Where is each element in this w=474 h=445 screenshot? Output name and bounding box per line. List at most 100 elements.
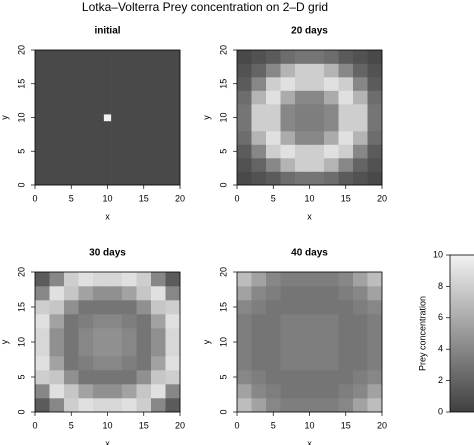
heat-cell — [165, 328, 181, 343]
heat-cell — [280, 171, 296, 186]
x-tick-label: 15 — [341, 193, 351, 203]
heat-cell — [151, 356, 166, 371]
heat-cell — [93, 286, 108, 301]
heat-cell — [64, 300, 79, 315]
heat-cell — [35, 328, 50, 343]
x-tick-label: 10 — [102, 420, 112, 430]
heat-cell — [251, 63, 267, 78]
heat-cell — [266, 117, 281, 132]
heat-cell — [295, 342, 310, 357]
heat-cell — [309, 63, 325, 78]
colorbar-tick-label: 2 — [438, 375, 443, 385]
heat-cell — [136, 272, 152, 287]
heat-cell — [295, 356, 310, 371]
heat-cell — [280, 356, 296, 371]
heat-cell — [251, 314, 267, 329]
heat-cell — [280, 300, 296, 315]
y-tick-label: 20 — [16, 45, 26, 55]
heat-cell — [107, 328, 123, 343]
heat-cell — [338, 398, 354, 413]
heat-cell — [324, 131, 339, 145]
heat-cell — [151, 370, 166, 385]
x-tick-label: 0 — [32, 193, 37, 203]
y-tick-label: 20 — [16, 267, 26, 277]
heat-cell — [266, 144, 281, 159]
y-axis-label: y — [0, 339, 9, 344]
heat-cell — [78, 384, 94, 399]
x-tick-label: 20 — [377, 193, 387, 203]
heat-cell — [136, 300, 152, 315]
heat-cell — [237, 77, 252, 91]
heat-cell — [122, 286, 137, 301]
x-axis-label: x — [307, 211, 312, 221]
heat-cell — [122, 300, 137, 315]
panel-title: 40 days — [291, 248, 328, 259]
heat-cell — [237, 300, 252, 315]
heat-cell — [353, 131, 368, 145]
heat-cell — [324, 342, 339, 357]
heat-cell — [64, 286, 79, 301]
page-title: Lotka–Volterra Prey concentration on 2–D… — [82, 0, 328, 14]
heat-cell — [49, 272, 65, 287]
heat-cell — [151, 342, 166, 357]
heat-cell — [93, 300, 108, 315]
heat-cell — [237, 117, 252, 132]
heat-cell — [309, 384, 325, 399]
x-tick-label: 20 — [377, 420, 387, 430]
heat-cell — [151, 384, 166, 399]
heat-cell — [78, 272, 94, 287]
heat-cell — [107, 384, 123, 399]
heat-cell — [324, 286, 339, 301]
heat-cell — [295, 63, 310, 78]
heat-cell — [136, 398, 152, 413]
heat-cell — [295, 77, 310, 91]
heat-cell — [280, 370, 296, 385]
heat-cell — [35, 120, 105, 186]
heat-cell — [93, 328, 108, 343]
heat-cell — [367, 117, 383, 132]
heat-cell — [165, 398, 181, 413]
y-tick-label: 0 — [16, 182, 26, 187]
heat-cell — [93, 342, 108, 357]
x-tick-label: 20 — [175, 193, 185, 203]
x-tick-label: 10 — [304, 420, 314, 430]
heat-cell — [151, 272, 166, 287]
heat-cell — [295, 144, 310, 159]
heat-cell — [353, 370, 368, 385]
y-axis-label: y — [201, 339, 211, 344]
heat-cell — [35, 356, 50, 371]
heat-cell — [266, 342, 281, 357]
heat-cell — [280, 398, 296, 413]
heat-cell — [136, 328, 152, 343]
heat-cell — [35, 286, 50, 301]
heat-cell — [295, 272, 310, 287]
heat-cell — [64, 384, 79, 399]
heat-cell — [251, 50, 267, 64]
heat-cell — [251, 77, 267, 91]
heat-cell — [338, 272, 354, 287]
heat-cell — [338, 342, 354, 357]
heat-cell — [122, 384, 137, 399]
panel-title: initial — [94, 26, 120, 37]
heat-cell — [237, 370, 252, 385]
heat-cell — [78, 300, 94, 315]
heat-cell — [367, 171, 383, 186]
x-axis-label: x — [307, 438, 312, 445]
heat-cell — [266, 286, 281, 301]
heat-cell — [353, 50, 368, 64]
heat-cell — [295, 104, 310, 118]
heat-cell — [338, 131, 354, 145]
heat-cell — [122, 342, 137, 357]
heat-cell — [107, 398, 123, 413]
heat-cell — [266, 63, 281, 78]
heat-cell — [367, 104, 383, 118]
heat-cell — [324, 90, 339, 105]
heat-cell — [64, 356, 79, 371]
y-tick-label: 10 — [16, 112, 26, 122]
heat-cell — [324, 314, 339, 329]
heat-cell — [237, 342, 252, 357]
heat-cell — [35, 114, 105, 122]
heat-cell — [353, 171, 368, 186]
heat-cell — [165, 356, 181, 371]
heat-cell — [280, 117, 296, 132]
